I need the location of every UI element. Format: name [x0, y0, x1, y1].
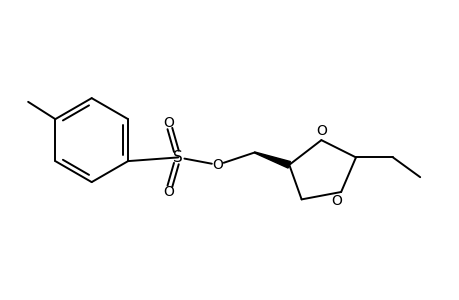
Text: O: O: [330, 194, 341, 208]
Text: O: O: [162, 185, 174, 199]
Text: O: O: [212, 158, 223, 172]
Polygon shape: [254, 152, 290, 168]
Text: O: O: [315, 124, 326, 138]
Text: S: S: [173, 150, 183, 165]
Text: O: O: [162, 116, 174, 130]
